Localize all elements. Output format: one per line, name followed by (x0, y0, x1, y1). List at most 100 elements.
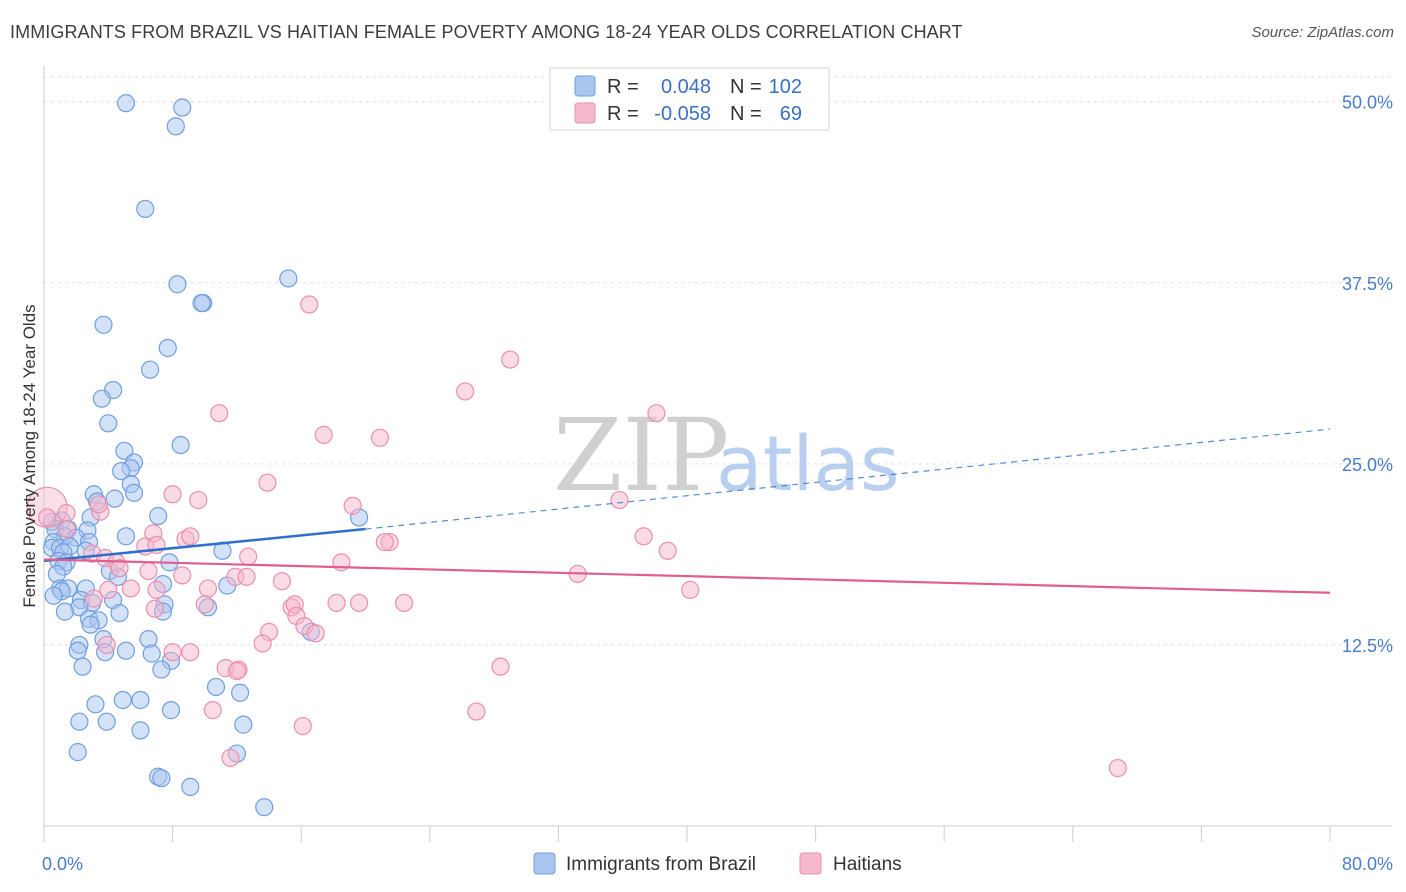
brazil-point (97, 712, 116, 731)
brazil-point (68, 641, 87, 660)
brazil-point (140, 360, 160, 379)
y-tick-label-1: 25.0% (1342, 455, 1393, 475)
haitian-point (456, 382, 475, 401)
brazil-point (131, 721, 150, 740)
brazil-point (136, 199, 155, 219)
brazil-trend-line (43, 527, 366, 563)
brazil-point (161, 701, 181, 720)
brazil-point (55, 602, 74, 621)
brazil-point (116, 94, 136, 113)
haitian-point (145, 599, 165, 618)
watermark-atlas: atlas (716, 419, 900, 508)
brazil-point (171, 435, 190, 455)
haitian-point (300, 295, 319, 314)
y-tick-labels: 12.5% 25.0% 37.5% 50.0% (1342, 93, 1393, 656)
haitian-point (163, 643, 182, 662)
brazil-point (181, 777, 200, 796)
haitian-point (258, 473, 277, 492)
haitian-point (57, 504, 76, 523)
axes (43, 66, 1392, 842)
brazil-point (142, 644, 161, 663)
legend-box (549, 67, 830, 131)
haitian-point (181, 527, 200, 546)
haitian-trend-line (43, 558, 1331, 594)
haitian-point (237, 567, 256, 586)
haitian-point (110, 559, 129, 578)
x-tick-label-1: 80.0% (1342, 854, 1393, 874)
legend-swatch-haitians (574, 102, 596, 124)
haitian-point (634, 527, 653, 546)
haitian-point (198, 579, 218, 598)
haitian-point (181, 643, 200, 662)
bottom-legend-swatch-brazil (533, 852, 556, 875)
brazil-point (44, 586, 63, 605)
y-tick-label-3: 50.0% (1342, 93, 1393, 113)
brazil-point (158, 338, 177, 358)
haitian-point (370, 428, 390, 447)
haitian-point (97, 635, 116, 655)
haitian-point (306, 624, 325, 643)
brazil-point (149, 506, 168, 526)
haitian-point (467, 702, 486, 721)
brazil-point (99, 414, 118, 433)
haitian-point (610, 490, 629, 510)
brazil-point (255, 798, 274, 817)
haitian-point (99, 580, 118, 599)
brazil-point (113, 690, 132, 710)
legend-n-label-haitians: N = (730, 103, 762, 125)
brazil-point (231, 683, 250, 702)
haitian-point (89, 495, 108, 514)
brazil-point (73, 657, 92, 676)
haitian-point (293, 716, 312, 736)
bottom-legend-swatch-haitians (799, 852, 822, 875)
correlation-legend: R = 0.048 N = 102 R = -0.058 N = 69 (549, 67, 830, 131)
watermark: ZIP atlas (553, 397, 900, 514)
trend-lines (43, 428, 1331, 594)
haitian-point (253, 634, 272, 653)
brazil-point (173, 98, 192, 117)
x-tick-labels: 0.0% 80.0% (42, 854, 1393, 874)
brazil-point (92, 389, 111, 408)
brazil-point (110, 603, 129, 623)
brazil-point (166, 117, 185, 136)
series-haitians-points (26, 295, 1127, 778)
haitian-point (314, 425, 333, 444)
brazil-point (86, 695, 105, 714)
legend-r-value-brazil: 0.048 (661, 76, 711, 98)
haitian-point (121, 579, 140, 598)
bottom-legend-label-haitians: Haitians (833, 854, 902, 875)
bottom-legend-label-brazil: Immigrants from Brazil (566, 854, 756, 875)
legend-r-label-haitians: R = (607, 103, 639, 125)
legend-r-label-brazil: R = (607, 76, 639, 98)
haitian-point (84, 589, 103, 608)
haitian-point (501, 350, 520, 369)
haitian-point (375, 532, 394, 552)
legend-n-label-brazil: N = (730, 76, 762, 98)
brazil-point (68, 743, 87, 762)
haitian-point (349, 593, 369, 613)
haitian-point (239, 547, 258, 566)
haitian-point (139, 561, 158, 581)
brazil-point (94, 315, 113, 334)
y-tick-label-2: 37.5% (1342, 274, 1393, 294)
legend-r-value-haitians: -0.058 (654, 103, 711, 125)
y-tick-label-0: 12.5% (1342, 636, 1393, 656)
haitian-point (221, 748, 240, 768)
haitian-point (658, 541, 677, 560)
brazil-point (192, 293, 211, 313)
brazil-point (116, 527, 136, 546)
haitian-point (203, 701, 222, 720)
haitian-point (57, 519, 76, 539)
brazil-point (105, 489, 124, 508)
haitian-point (38, 508, 57, 527)
haitian-point (394, 593, 414, 613)
haitian-point (227, 661, 246, 681)
haitian-point (163, 485, 182, 504)
brazil-point (116, 641, 136, 660)
legend-swatch-brazil (574, 75, 596, 97)
brazil-point (234, 715, 253, 734)
brazil-point (112, 462, 131, 481)
legend-n-value-haitians: 69 (780, 103, 802, 125)
haitian-point (343, 496, 362, 515)
haitian-point (681, 580, 700, 599)
